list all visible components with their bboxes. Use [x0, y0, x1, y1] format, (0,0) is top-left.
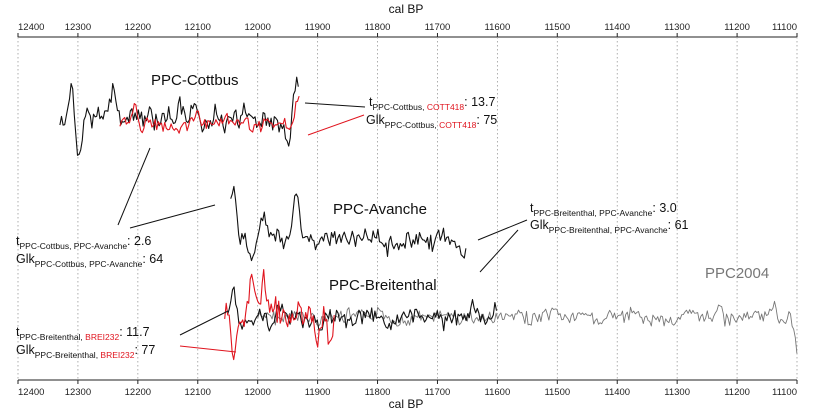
- stat-glk-breitenthal-avanche: GlkPPC-Breitenthal, PPC-Avanche: 61: [530, 218, 689, 235]
- connector-cottbus-t: [304, 102, 366, 108]
- top-tick-label: 11400: [604, 22, 630, 33]
- bottom-axis-title: cal BP: [389, 397, 424, 411]
- top-tick-label: 11300: [664, 22, 690, 33]
- connector-cottbus-avanche-b: [129, 204, 216, 229]
- top-axis-title: cal BP: [389, 2, 424, 16]
- top-tick-label: 12100: [185, 22, 211, 33]
- series-lines: [59, 76, 798, 361]
- top-tick-label: 11900: [305, 22, 331, 33]
- gridlines: [17, 37, 798, 380]
- bottom-tick-label: 12200: [125, 387, 151, 398]
- stat-t-breitenthal-brei232: tPPC-Breitenthal, BREI232: 11.7: [16, 325, 150, 342]
- bottom-tick-label: 12400: [18, 387, 44, 398]
- label-ppc-breitenthal: PPC-Breitenthal: [329, 277, 437, 294]
- series-line-ppc-avanche: [230, 185, 467, 262]
- connector-breit-glk: [179, 345, 237, 353]
- connector-cottbus-glk: [307, 114, 365, 136]
- stat-glk-breitenthal-brei232: GlkPPC-Breitenthal, BREI232: 77: [16, 343, 155, 360]
- bottom-tick-label: 11900: [305, 387, 331, 398]
- connector-breit-avanche-a: [477, 219, 528, 241]
- connector-cottbus-avanche-a: [117, 147, 151, 226]
- top-tick-label: 11800: [365, 22, 391, 33]
- bottom-tick-label: 11400: [604, 387, 630, 398]
- series-line-brei232: [224, 268, 335, 361]
- bottom-tick-label: 12000: [244, 387, 270, 398]
- top-tick-label: 11600: [485, 22, 511, 33]
- bottom-tick-label: 11800: [365, 387, 391, 398]
- series-line-ppc-breitenthal: [227, 286, 498, 332]
- series-line-ppc-cottbus: [59, 76, 299, 156]
- connector-breit-avanche-b: [479, 229, 519, 273]
- top-tick-label: 11200: [724, 22, 750, 33]
- top-tick-label: 12400: [18, 22, 44, 33]
- series-line-ppc2004: [257, 300, 798, 354]
- bottom-tick-label: 11700: [425, 387, 451, 398]
- bottom-tick-label: 11500: [544, 387, 570, 398]
- top-tick-label: 11700: [425, 22, 451, 33]
- connector-breit-t: [179, 310, 229, 336]
- top-tick-label: 12000: [244, 22, 270, 33]
- stat-t-cottbus-cott418: tPPC-Cottbus, COTT418: 13.7: [369, 95, 495, 112]
- stat-t-cottbus-avanche: tPPC-Cottbus, PPC-Avanche: 2.6: [16, 234, 151, 251]
- connector-lines: [117, 102, 528, 353]
- bottom-tick-label: 11600: [485, 387, 511, 398]
- bottom-tick-label: 11100: [772, 387, 797, 398]
- stat-glk-cottbus-avanche: GlkPPC-Cottbus, PPC-Avanche: 64: [16, 252, 163, 269]
- label-ppc-cottbus: PPC-Cottbus: [151, 72, 239, 89]
- top-tick-label: 12200: [125, 22, 151, 33]
- top-tick-label: 11100: [772, 22, 797, 33]
- label-ppc2004: PPC2004: [705, 265, 769, 282]
- top-tick-label: 11500: [544, 22, 570, 33]
- stat-t-breitenthal-avanche: tPPC-Breitenthal, PPC-Avanche: 3.0: [530, 201, 677, 218]
- axis-ticks: 12400 12400 12300 12300 12200 12200 12100 12100…: [17, 22, 798, 398]
- series-line-cott418: [119, 95, 300, 134]
- bottom-tick-label: 12100: [185, 387, 211, 398]
- bottom-tick-label: 11200: [724, 387, 750, 398]
- stat-glk-cottbus-cott418: GlkPPC-Cottbus, COTT418: 75: [366, 113, 497, 130]
- label-ppc-avanche: PPC-Avanche: [333, 201, 427, 218]
- bottom-tick-label: 11300: [664, 387, 690, 398]
- top-tick-label: 12300: [65, 22, 91, 33]
- bottom-tick-label: 12300: [65, 387, 91, 398]
